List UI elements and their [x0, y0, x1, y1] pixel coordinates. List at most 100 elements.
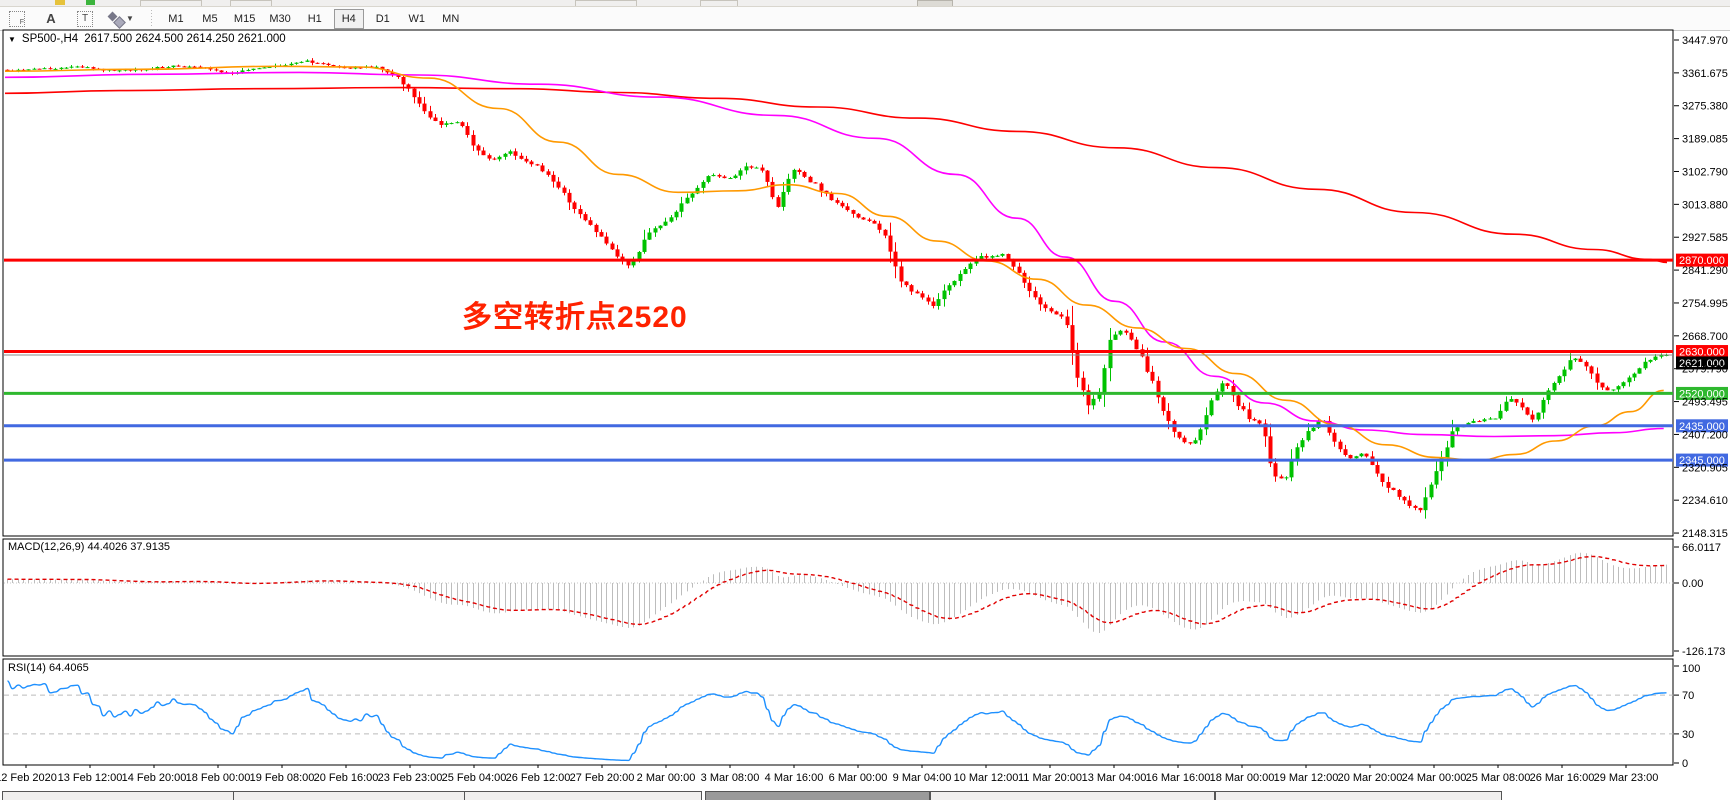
svg-text:25 Mar 08:00: 25 Mar 08:00: [1466, 772, 1531, 784]
macd-series: [4, 552, 1673, 633]
horizontal-level-lines: [4, 258, 1673, 462]
ohlc-values: 2617.500 2624.500 2614.250 2621.000: [84, 33, 286, 45]
window-tab-active[interactable]: [705, 791, 930, 800]
svg-text:-126.173: -126.173: [1682, 646, 1725, 658]
rsi-axis: 100 70 30 0: [1674, 663, 1700, 770]
window-tab[interactable]: [2, 791, 234, 800]
svg-text:16 Mar 16:00: 16 Mar 16:00: [1146, 772, 1211, 784]
price-line-tag: 2345.000: [1676, 453, 1728, 467]
svg-text:2630.000: 2630.000: [1679, 347, 1725, 359]
svg-text:24 Mar 00:00: 24 Mar 00:00: [1402, 772, 1467, 784]
svg-text:3361.675: 3361.675: [1682, 68, 1728, 80]
svg-text:3102.790: 3102.790: [1682, 166, 1728, 178]
window-tab[interactable]: [233, 791, 465, 800]
clipped-toolbar-strip: [0, 0, 1730, 7]
svg-text:70: 70: [1682, 690, 1694, 702]
price-line-tag: 2630.000: [1676, 345, 1728, 359]
svg-text:4 Mar 16:00: 4 Mar 16:00: [765, 772, 824, 784]
chart-annotation[interactable]: 多空转折点2520: [462, 301, 688, 334]
chevron-down-icon: ▼: [126, 14, 134, 23]
candlestick-series: [5, 58, 1669, 519]
svg-text:2234.610: 2234.610: [1682, 495, 1728, 507]
clipped-icon: [86, 0, 95, 5]
text-box-tool[interactable]: T: [70, 9, 100, 29]
price-line-tag: 2435.000: [1676, 419, 1728, 433]
svg-text:2493.495: 2493.495: [1682, 397, 1728, 409]
svg-text:18 Feb 00:00: 18 Feb 00:00: [186, 772, 251, 784]
svg-text:3189.085: 3189.085: [1682, 134, 1728, 146]
svg-text:6 Mar 00:00: 6 Mar 00:00: [829, 772, 888, 784]
slow-ma-line: [4, 86, 1668, 264]
timeframe-button-h1[interactable]: H1: [307, 12, 322, 25]
current-price-tag: 2621.000: [1676, 356, 1728, 370]
svg-text:0: 0: [1682, 758, 1688, 770]
svg-text:100: 100: [1682, 663, 1700, 675]
grid-tool-icon[interactable]: F: [2, 9, 32, 29]
svg-text:13 Feb 12:00: 13 Feb 12:00: [58, 772, 123, 784]
svg-text:2841.290: 2841.290: [1682, 265, 1728, 277]
window-tab[interactable]: [464, 791, 702, 800]
svg-text:30: 30: [1682, 729, 1694, 741]
svg-text:26 Mar 16:00: 26 Mar 16:00: [1530, 772, 1595, 784]
svg-text:18 Mar 00:00: 18 Mar 00:00: [1210, 772, 1275, 784]
svg-text:14 Feb 20:00: 14 Feb 20:00: [122, 772, 187, 784]
svg-text:0.00: 0.00: [1682, 578, 1703, 590]
svg-text:3 Mar 08:00: 3 Mar 08:00: [701, 772, 760, 784]
svg-text:27 Feb 20:00: 27 Feb 20:00: [570, 772, 635, 784]
svg-text:2870.000: 2870.000: [1679, 255, 1725, 267]
rsi-series: [4, 680, 1673, 762]
svg-text:2668.700: 2668.700: [1682, 331, 1728, 343]
svg-text:2754.995: 2754.995: [1682, 298, 1728, 310]
chart-title: ▼ SP500-,H4 2617.500 2624.500 2614.250 2…: [8, 33, 286, 45]
svg-text:19 Feb 08:00: 19 Feb 08:00: [250, 772, 315, 784]
clipped-window-tabs: [0, 789, 1730, 800]
svg-text:25 Feb 04:00: 25 Feb 04:00: [442, 772, 507, 784]
macd-axis: 66.0117 0.00 -126.173: [1674, 542, 1725, 658]
clipped-icon: [917, 0, 953, 6]
timeframe-button-m5[interactable]: M5: [202, 12, 218, 25]
clipped-icon: [140, 0, 202, 6]
timeframe-button-h4[interactable]: H4: [333, 8, 364, 29]
clipped-icon: [230, 0, 272, 6]
timeframe-button-mn[interactable]: MN: [442, 12, 460, 25]
medium-ma-line: [4, 71, 1664, 438]
panel-frames: [2, 29, 1674, 766]
svg-text:26 Feb 12:00: 26 Feb 12:00: [506, 772, 571, 784]
svg-text:2520.000: 2520.000: [1679, 388, 1725, 400]
timeframe-button-m1[interactable]: M1: [168, 12, 184, 25]
svg-text:11 Mar 20:00: 11 Mar 20:00: [1018, 772, 1082, 784]
svg-text:19 Mar 12:00: 19 Mar 12:00: [1274, 772, 1339, 784]
macd-indicator-label: MACD(12,26,9) 44.4026 37.9135: [8, 541, 171, 553]
svg-text:2148.315: 2148.315: [1682, 528, 1728, 540]
svg-text:3013.880: 3013.880: [1682, 199, 1728, 211]
svg-text:23 Feb 23:00: 23 Feb 23:00: [378, 772, 443, 784]
svg-text:2927.585: 2927.585: [1682, 232, 1728, 244]
timeframe-button-w1[interactable]: W1: [408, 12, 425, 25]
clipped-icon: [575, 0, 637, 6]
svg-text:2621.000: 2621.000: [1679, 358, 1725, 370]
clipped-icon: [700, 0, 738, 6]
shapes-tool[interactable]: ▼: [104, 9, 139, 29]
svg-text:3275.380: 3275.380: [1682, 101, 1728, 113]
timeframe-button-m15[interactable]: M15: [233, 12, 256, 25]
svg-text:2435.000: 2435.000: [1679, 421, 1725, 433]
chart-collapse-icon[interactable]: ▼: [8, 34, 16, 44]
timeframe-button-d1[interactable]: D1: [375, 12, 390, 25]
svg-text:12 Feb 2020: 12 Feb 2020: [0, 772, 57, 784]
svg-text:29 Mar 23:00: 29 Mar 23:00: [1594, 772, 1659, 784]
text-label-tool[interactable]: A: [46, 11, 56, 26]
timeframe-button-m30[interactable]: M30: [269, 12, 291, 25]
price-line-tag: 2520.000: [1676, 386, 1728, 400]
price-axis: 3447.970 3361.675 3275.380 3189.085 3102.790…: [1674, 35, 1728, 540]
window-tab[interactable]: [930, 791, 1215, 800]
svg-text:2345.000: 2345.000: [1679, 455, 1725, 467]
svg-text:66.0117: 66.0117: [1682, 542, 1721, 554]
window-tab[interactable]: [1215, 791, 1502, 800]
svg-text:9 Mar 04:00: 9 Mar 04:00: [893, 772, 952, 784]
svg-text:3447.970: 3447.970: [1682, 35, 1728, 47]
svg-text:20 Mar 20:00: 20 Mar 20:00: [1338, 772, 1403, 784]
toolbar-separator: [148, 9, 154, 28]
svg-text:10 Mar 12:00: 10 Mar 12:00: [954, 772, 1019, 784]
svg-text:2320.905: 2320.905: [1682, 462, 1728, 474]
